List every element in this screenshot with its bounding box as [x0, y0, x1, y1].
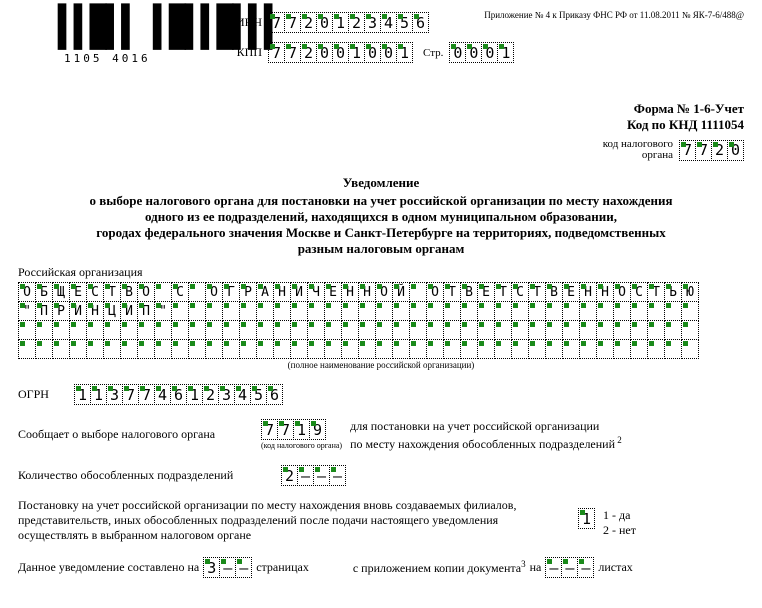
header-row: ▌▌█▌▌ ▌█▌▌█▌▌▌ 1105 4016 ИНН 7720123456 … — [18, 8, 744, 83]
org-label: Российская организация — [18, 265, 744, 280]
document-title: Уведомление о выборе налогового органа д… — [18, 175, 744, 257]
choice-cells-wrap: 7719 (код налогового органа) — [261, 419, 342, 450]
choice-cells: 7719 — [261, 419, 326, 440]
footer-t2: страницах — [256, 560, 309, 575]
kpp-label: КПП — [228, 45, 262, 60]
choice-label: Сообщает о выборе налогового органа — [18, 419, 253, 442]
title-line-4: разным налоговым органам — [298, 241, 465, 256]
ogrn-cells: 1137746123456 — [74, 384, 283, 405]
registration-para: Постановку на учет российской организаци… — [18, 498, 538, 543]
registration-para-wrap: Постановку на учет российской организаци… — [18, 498, 744, 543]
page-label: Стр. — [423, 47, 443, 59]
kpp-cells: 772001001 — [268, 42, 413, 63]
title-line-3: городах федерального значения Москве и С… — [96, 225, 665, 240]
footer-pages-cells: 3–– — [203, 557, 252, 578]
footer-sheets-cells: ––– — [545, 557, 594, 578]
inn-label: ИНН — [228, 15, 262, 30]
yes-no-cell: 1 — [578, 508, 595, 529]
footer-line: Данное уведомление составлено на 3–– стр… — [18, 557, 744, 578]
ogrn-row: ОГРН 1137746123456 — [18, 384, 744, 405]
knd-code: Код по КНД 1111054 — [18, 117, 744, 133]
page-cells: 0001 — [449, 42, 514, 63]
appendix-text: Приложение № 4 к Приказу ФНС РФ от 11.08… — [484, 10, 744, 20]
title-line-1: о выборе налогового органа для постановк… — [90, 193, 673, 208]
tax-authority-label: код налогового органа — [603, 139, 673, 161]
title-line-2: одного из ее подразделений, находящихся … — [145, 209, 617, 224]
choice-row: Сообщает о выборе налогового органа 7719… — [18, 419, 744, 451]
org-caption: (полное наименование российской организа… — [18, 360, 744, 370]
org-name-grid: ОБЩЕСТВОСОГРАНИЧЕННОЙОТВЕТСТВЕННОСТЬЮ"ПР… — [18, 282, 744, 359]
footer-t1: Данное уведомление составлено на — [18, 560, 199, 575]
count-label: Количество обособленных подразделений — [18, 468, 273, 483]
count-row: Количество обособленных подразделений 2–… — [18, 465, 744, 486]
tax-authority-code-row: код налогового органа 7720 — [18, 139, 744, 161]
kpp-row: КПП 772001001 Стр. 0001 — [228, 42, 514, 63]
form-codes: Форма № 1-6-Учет Код по КНД 1111054 — [18, 101, 744, 133]
yes-no-block: 1 1 - да 2 - нет — [578, 508, 636, 538]
yes-no-labels: 1 - да 2 - нет — [603, 508, 636, 538]
footer-t4: на — [530, 560, 542, 575]
title-head: Уведомление — [18, 175, 744, 191]
tax-authority-cells: 7720 — [679, 140, 744, 161]
count-cells: 2––– — [281, 465, 346, 486]
footer-t5: листах — [598, 560, 632, 575]
choice-under: (код налогового органа) — [261, 441, 342, 450]
form-number: Форма № 1-6-Учет — [18, 101, 744, 117]
inn-row: ИНН 7720123456 — [228, 12, 429, 33]
inn-cells: 7720123456 — [268, 12, 429, 33]
footer-t3: с приложением копии документа3 — [353, 559, 526, 576]
choice-side: для постановки на учет российской органи… — [350, 419, 622, 451]
ogrn-label: ОГРН — [18, 387, 66, 402]
